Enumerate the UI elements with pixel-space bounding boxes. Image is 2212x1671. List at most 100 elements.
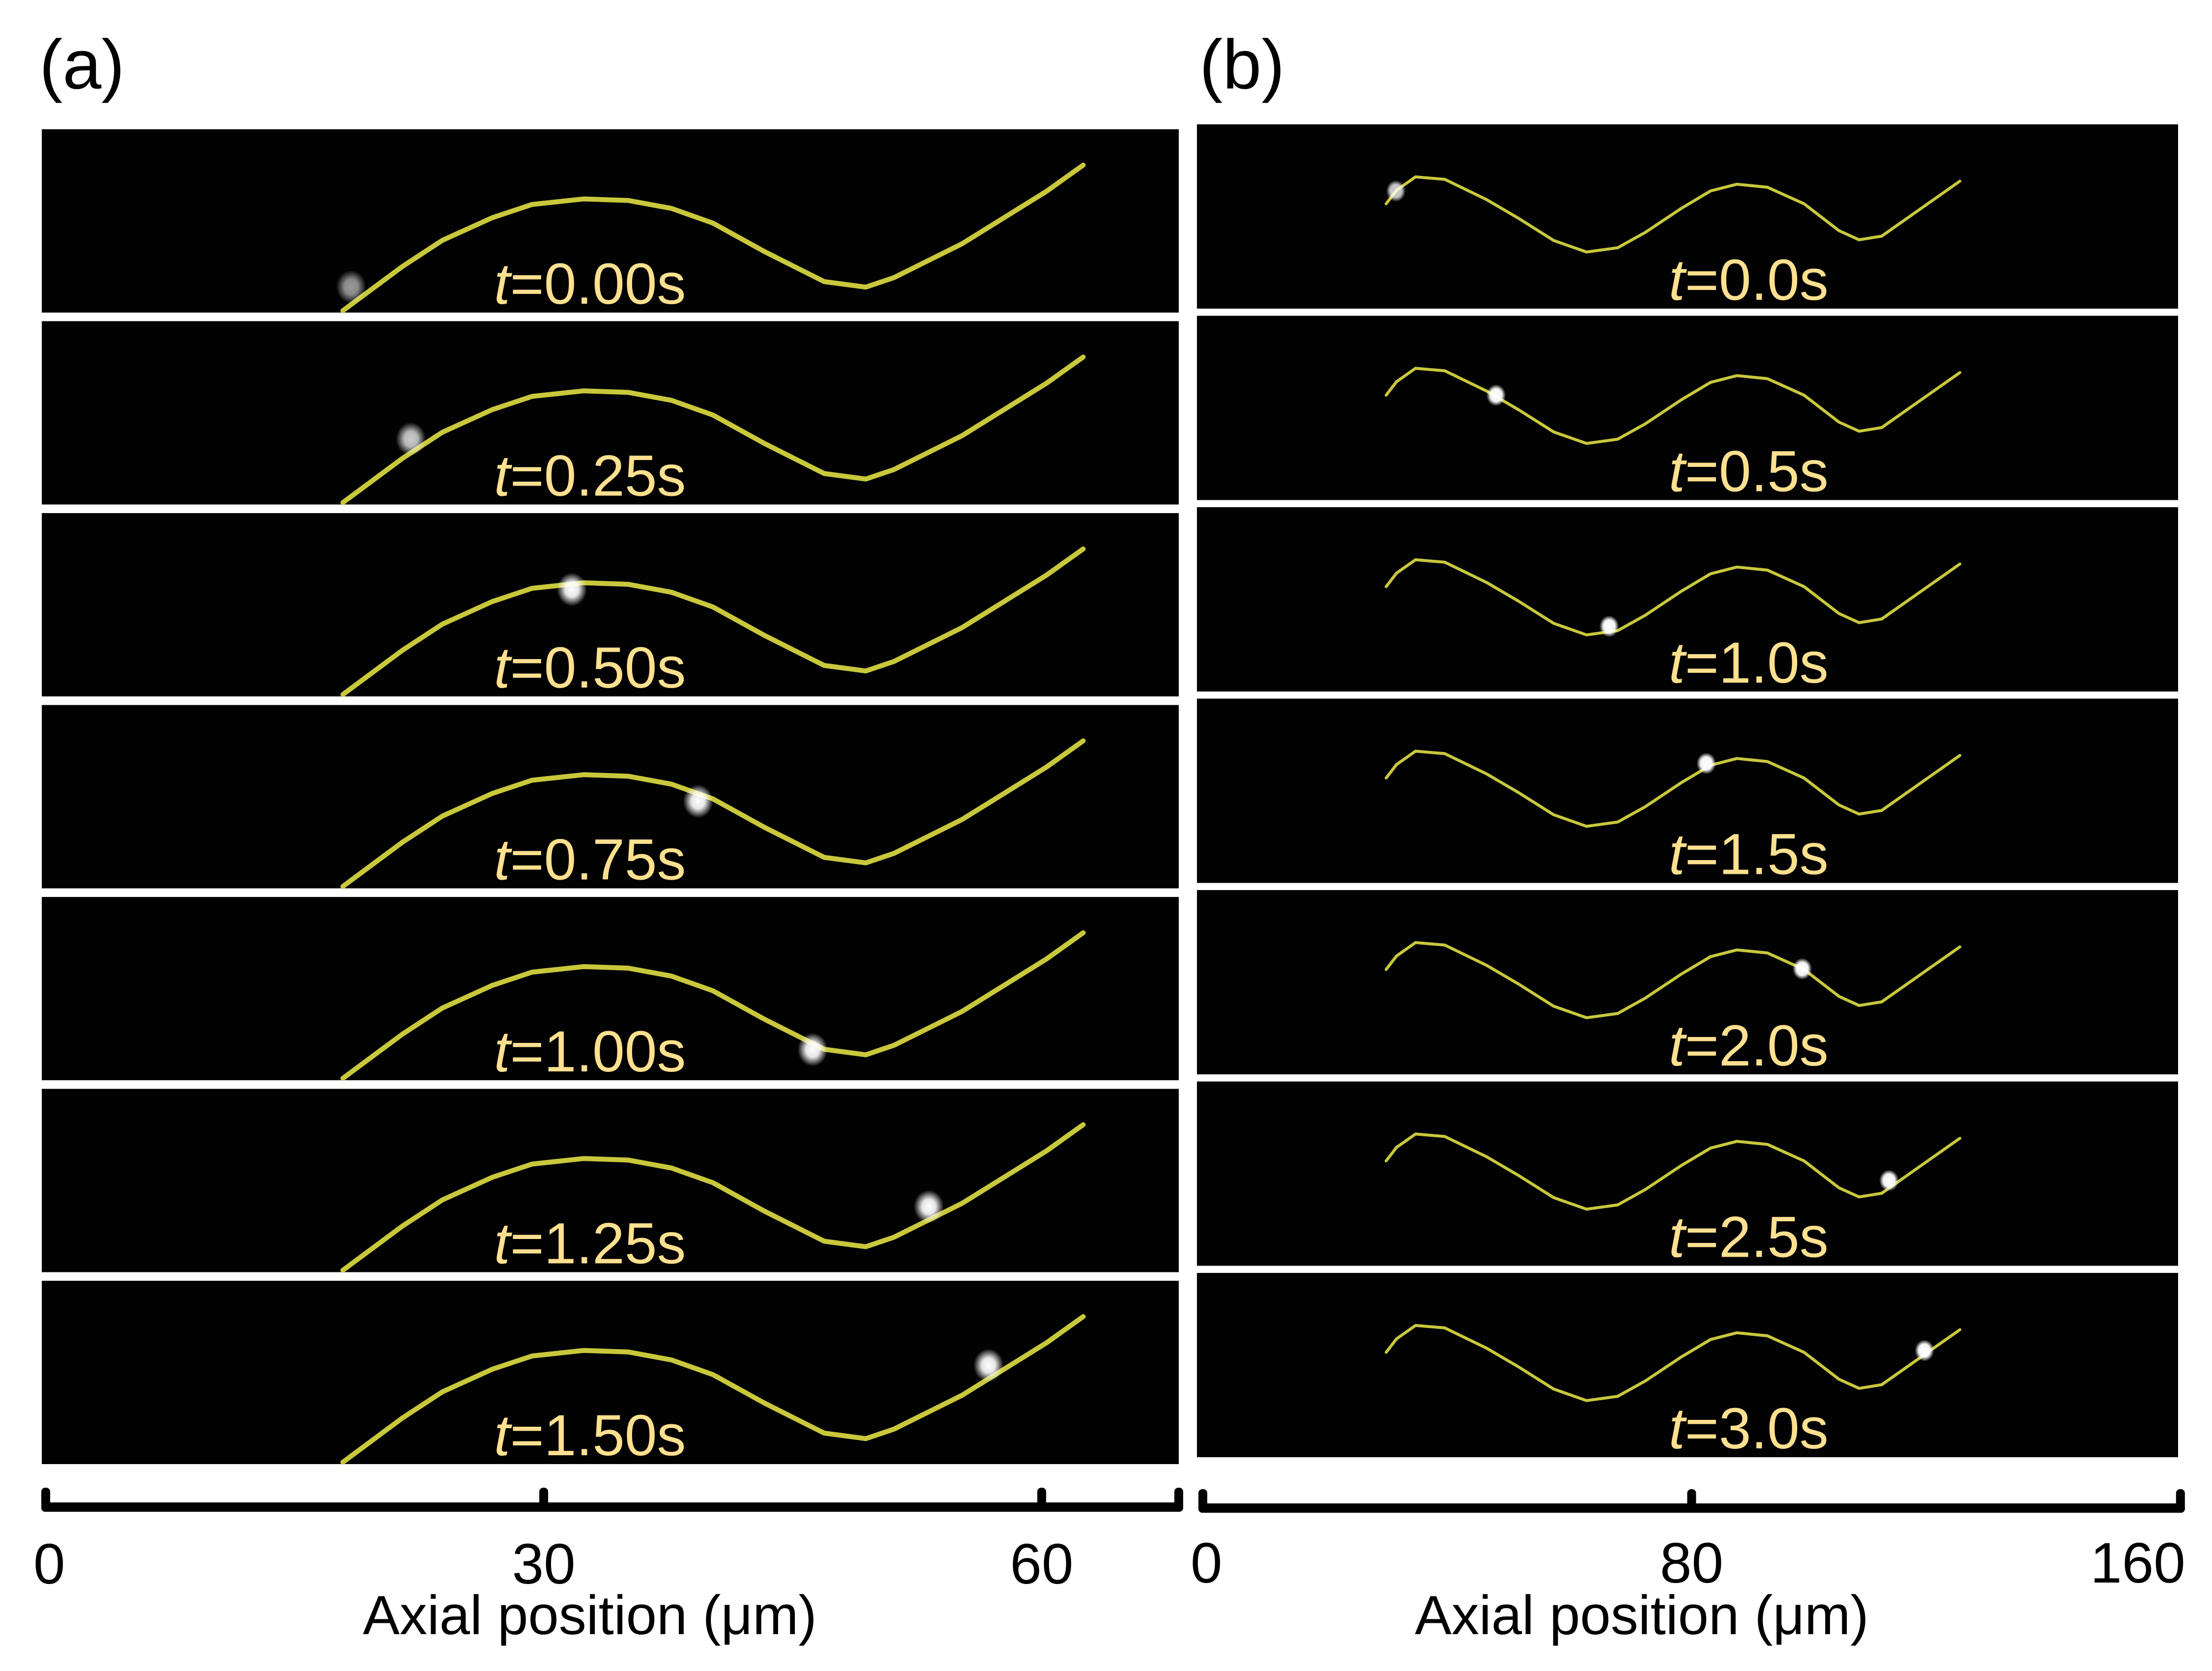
frame-background [42, 129, 1179, 313]
time-label: t=0.50s [494, 635, 686, 700]
time-label: t=0.00s [494, 252, 686, 317]
time-value: =0.25s [510, 444, 686, 509]
frame-b-4: t=2.0s [1197, 890, 2178, 1078]
panel-a: t=0.00st=0.25st=0.50st=0.75st=1.00st=1.2… [33, 129, 1183, 1596]
frame-background [1197, 124, 2178, 309]
time-symbol: t [494, 1019, 512, 1084]
frame-b-3: t=1.5s [1197, 698, 2178, 887]
tick-label: 80 [1660, 1531, 1723, 1595]
tick-label: 160 [2090, 1531, 2185, 1595]
fiber-track [1384, 367, 1962, 445]
tick-label: 30 [512, 1532, 576, 1596]
frame-background [1197, 1273, 2178, 1457]
time-value: =0.75s [510, 828, 686, 893]
frame-background [42, 897, 1179, 1080]
panel-b: t=0.0st=0.5st=1.0st=1.5st=2.0st=2.5st=3.… [1191, 124, 2185, 1595]
frame-a-0: t=0.00s [42, 129, 1179, 317]
particle [1915, 1339, 1934, 1361]
time-label: t=1.00s [494, 1019, 686, 1084]
axis-tick [1174, 1488, 1183, 1512]
time-value: =0.0s [1685, 248, 1829, 313]
panel-b-label: (b) [1199, 26, 1285, 104]
fiber-track [1384, 1324, 1962, 1402]
particle [1486, 384, 1506, 406]
frame-background [42, 705, 1179, 889]
particle [396, 422, 426, 456]
time-value: =0.5s [1685, 439, 1829, 504]
frame-b-0: t=0.0s [1197, 124, 2178, 313]
panel-a-label: (a) [39, 26, 125, 104]
time-value: =2.0s [1685, 1013, 1829, 1078]
time-value: =0.00s [510, 252, 686, 317]
frame-a-4: t=1.00s [42, 897, 1179, 1084]
time-value: =3.0s [1685, 1396, 1829, 1461]
particle [683, 784, 713, 818]
time-symbol: t [1669, 631, 1687, 695]
time-symbol: t [494, 635, 512, 700]
time-value: =1.25s [510, 1211, 686, 1276]
time-symbol: t [494, 828, 512, 893]
particle [1696, 752, 1716, 775]
fiber-track [340, 930, 1086, 1081]
particle [556, 573, 587, 606]
frame-a-6: t=1.50s [42, 1281, 1179, 1468]
time-label: t=1.5s [1669, 822, 1829, 887]
time-symbol: t [1669, 248, 1687, 313]
fiber-track [340, 1314, 1086, 1465]
time-label: t=0.75s [494, 828, 686, 893]
frame-a-1: t=0.25s [42, 321, 1179, 509]
time-symbol: t [1669, 1205, 1687, 1270]
panel-a-axis-title: Axial position (μm) [363, 1585, 816, 1646]
frame-a-3: t=0.75s [42, 705, 1179, 893]
frame-background [1197, 1081, 2178, 1266]
time-symbol: t [494, 252, 512, 317]
time-symbol: t [494, 1211, 512, 1276]
axis-tick [1687, 1489, 1696, 1513]
fiber-track [1384, 175, 1962, 254]
time-label: t=2.5s [1669, 1205, 1829, 1270]
time-symbol: t [1669, 439, 1687, 504]
time-label: t=0.0s [1669, 248, 1829, 313]
particle [1386, 180, 1406, 202]
axis-line [41, 1502, 1183, 1512]
frame-a-2: t=0.50s [42, 513, 1179, 700]
fiber-track [340, 354, 1086, 505]
fiber-track [340, 162, 1086, 314]
frame-b-5: t=2.5s [1197, 1081, 2178, 1270]
time-symbol: t [1669, 1396, 1687, 1461]
time-value: =1.00s [510, 1019, 686, 1084]
time-label: t=1.25s [494, 1211, 686, 1276]
time-symbol: t [1669, 822, 1687, 887]
time-label: t=0.25s [494, 444, 686, 509]
frame-background [1197, 316, 2178, 500]
frame-b-6: t=3.0s [1197, 1273, 2178, 1461]
axis-tick [41, 1488, 50, 1512]
axis-tick [2176, 1489, 2185, 1513]
frame-background [1197, 507, 2178, 691]
tick-label: 0 [33, 1532, 65, 1596]
fiber-track [1384, 941, 1962, 1019]
time-symbol: t [494, 1403, 512, 1468]
time-symbol: t [494, 444, 512, 509]
time-label: t=0.5s [1669, 439, 1829, 504]
time-label: t=1.0s [1669, 631, 1829, 695]
axis-b: 0 80 160 [1191, 1489, 2185, 1595]
particle [914, 1190, 944, 1224]
time-value: =1.50s [510, 1403, 686, 1468]
fiber-track [340, 546, 1086, 697]
time-label: t=1.50s [494, 1403, 686, 1468]
time-symbol: t [1669, 1013, 1687, 1078]
particle [1599, 615, 1619, 637]
tick-label: 0 [1191, 1531, 1222, 1595]
frame-a-5: t=1.25s [42, 1089, 1179, 1276]
particle [336, 270, 367, 304]
particle [797, 1033, 828, 1066]
axis-tick [1037, 1488, 1047, 1512]
time-value: =2.5s [1685, 1205, 1829, 1270]
time-value: =0.50s [510, 635, 686, 700]
time-value: =1.5s [1685, 822, 1829, 887]
time-label: t=2.0s [1669, 1013, 1829, 1078]
particle [973, 1349, 1004, 1383]
axis-tick [539, 1488, 549, 1512]
